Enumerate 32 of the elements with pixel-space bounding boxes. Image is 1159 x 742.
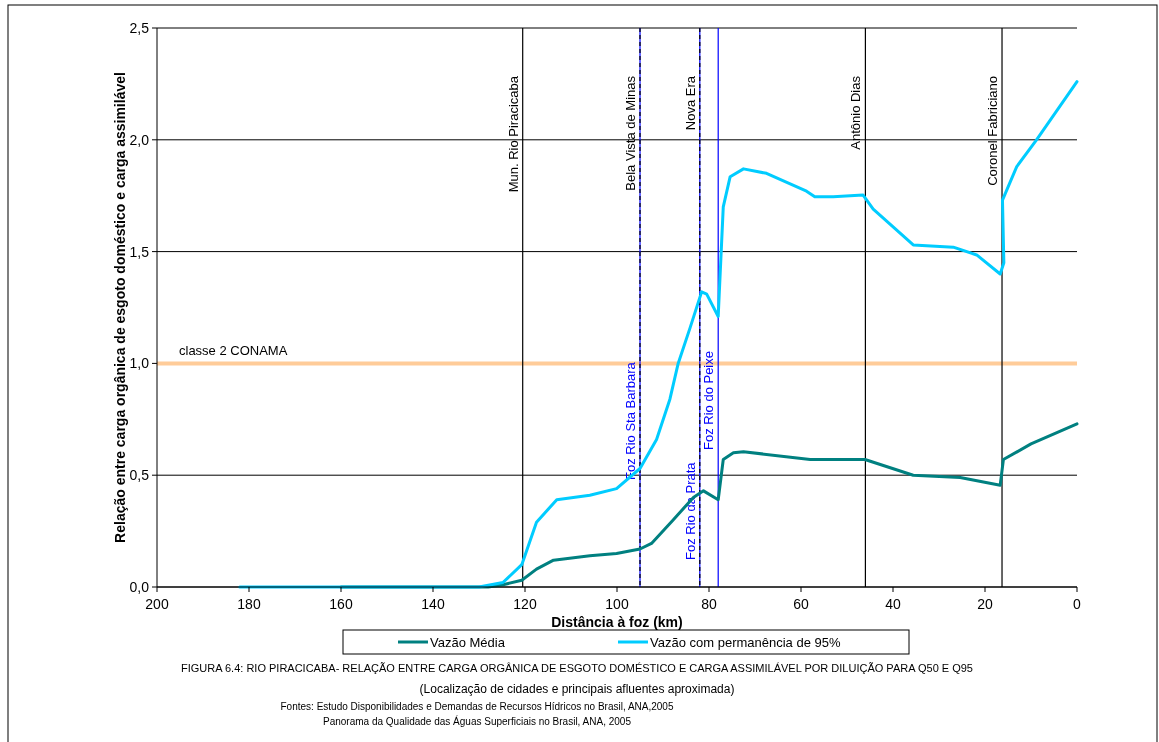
legend-label: Vazão Média (430, 634, 506, 650)
x-tick-label: 160 (329, 596, 353, 612)
x-tick-label: 40 (885, 596, 901, 612)
ref-line-label: classe 2 CONAMA (179, 343, 288, 359)
ref-line-label: Mun. Rio Piracicaba (505, 75, 521, 193)
text: (Localização de cidades e principais afluentes aproximada) (419, 682, 735, 696)
text: FIGURA 6.4: RIO PIRACICABA- RELAÇÃO ENTRE CARGA ORGÂNICA DE ESGOTO DOMÉSTICO E CARGA ASSIMILÁVEL POR DILUIÇÃO PARA Q50 E Q95 (180, 662, 974, 674)
ref-line-label: Nova Era (682, 75, 698, 131)
x-tick-label: 80 (701, 596, 717, 612)
ref-line-label: Foz Rio do Peixe (701, 351, 717, 450)
y-tick-label: 1,5 (129, 243, 150, 260)
x-tick-label: 100 (605, 596, 629, 612)
ref-line-label: Coronel Fabriciano (985, 76, 1001, 186)
y-axis-title: Relação entre carga orgânica de esgoto doméstico e carga assimilável (112, 72, 128, 543)
x-tick-label: 140 (421, 596, 445, 612)
x-tick-label: 20 (977, 596, 993, 612)
legend-label: Vazão com permanência de 95% (650, 634, 841, 650)
x-tick-label: 200 (145, 596, 169, 612)
ref-line-label: Bela Vista de Minas (623, 75, 638, 191)
x-axis-title: Distância à foz (km) (551, 614, 683, 630)
y-tick-label: 0,5 (129, 467, 150, 484)
ref-line-label: Antônio Dias (848, 75, 864, 150)
y-tick-label: 2,5 (129, 19, 150, 36)
text: Panorama da Qualidade das Águas Superficiais no Brasil, ANA, 2005 (323, 715, 632, 727)
y-tick-label: 1,0 (129, 355, 150, 372)
text: Fontes: Estudo Disponibilidades e Demandas de Recursos Hídricos no Brasil, ANA,2005 (280, 701, 674, 712)
y-tick-label: 2,0 (129, 131, 150, 148)
y-tick-label: 0,0 (129, 578, 150, 595)
x-tick-label: 180 (237, 596, 261, 612)
x-tick-label: 60 (793, 596, 809, 612)
x-tick-label: 120 (513, 596, 537, 612)
x-tick-label: 0 (1073, 596, 1082, 612)
